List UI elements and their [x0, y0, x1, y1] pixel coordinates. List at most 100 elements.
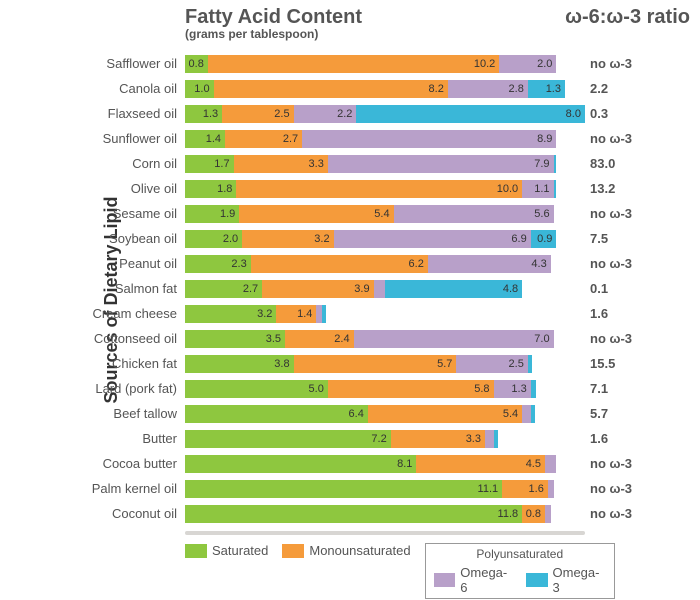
bar-segment-omega3: 8.0 — [356, 105, 585, 123]
row-label: Cocoa butter — [103, 452, 177, 476]
bar-segment-mono: 8.2 — [214, 80, 448, 98]
segment-value: 3.5 — [266, 330, 281, 348]
bar-segment-mono: 2.5 — [222, 105, 293, 123]
ratio-value: no ω-3 — [590, 202, 632, 226]
ratio-value: no ω-3 — [590, 477, 632, 501]
bar-segment-omega6: 4.3 — [428, 255, 551, 273]
bar-segment-omega3: 0.9 — [531, 230, 557, 248]
legend-label: Saturated — [212, 543, 268, 558]
segment-value: 2.7 — [243, 280, 258, 298]
chart-row: Beef tallow6.45.45.7 — [185, 402, 685, 426]
bar-track: 3.5 2.4 7.0 — [185, 330, 585, 348]
segment-value: 0.8 — [189, 55, 204, 73]
bar-track: 3.21.4 — [185, 305, 585, 323]
segment-value: 2.3 — [231, 255, 246, 273]
bar-segment-omega6: 1.3 — [494, 380, 531, 398]
row-label: Safflower oil — [106, 52, 177, 76]
row-label: Coconut oil — [112, 502, 177, 526]
segment-value: 6.9 — [511, 230, 526, 248]
bar-segment-mono: 2.4 — [285, 330, 354, 348]
chart-row: Peanut oil2.36.24.3no ω-3 — [185, 252, 685, 276]
bar-segment-mono: 5.7 — [294, 355, 457, 373]
ratio-value: 5.7 — [590, 402, 608, 426]
segment-value: 0.8 — [526, 505, 541, 523]
bar-segment-saturated: 2.0 — [185, 230, 242, 248]
chart-row: Sesame oil1.95.45.6no ω-3 — [185, 202, 685, 226]
chart-row: Salmon fat2.73.94.80.1 — [185, 277, 685, 301]
x-axis-line — [185, 531, 585, 535]
segment-value: 6.2 — [409, 255, 424, 273]
bar-segment-omega6 — [522, 405, 531, 423]
chart-row: Flaxseed oil1.32.52.28.00.3 — [185, 102, 685, 126]
segment-value: 8.0 — [566, 105, 581, 123]
bar-segment-mono: 2.7 — [225, 130, 302, 148]
bar-track: 1.42.78.9 — [185, 130, 585, 148]
chart-row: Corn oil1.73.37.983.0 — [185, 152, 685, 176]
legend: Saturated Monounsaturated Polyunsaturate… — [185, 543, 615, 599]
segment-value: 8.9 — [537, 130, 552, 148]
legend-item-omega6: Omega-6 — [434, 565, 514, 595]
bar-segment-omega6: 5.6 — [394, 205, 554, 223]
chart-row: Cream cheese3.21.41.6 — [185, 302, 685, 326]
segment-value: 2.2 — [337, 105, 352, 123]
bar-segment-mono: 3.2 — [242, 230, 333, 248]
bar-segment-mono: 3.3 — [391, 430, 485, 448]
row-label: Cream cheese — [92, 302, 177, 326]
bar-track: 8.14.5 — [185, 455, 585, 473]
segment-value: 11.8 — [498, 505, 519, 523]
segment-value: 1.3 — [511, 380, 526, 398]
ratio-value: no ω-3 — [590, 52, 632, 76]
segment-value: 8.2 — [429, 80, 444, 98]
legend-label: Monounsaturated — [309, 543, 410, 558]
legend-poly-group: Polyunsaturated Omega-6 Omega-3 — [425, 543, 615, 599]
bar-segment-saturated: 2.7 — [185, 280, 262, 298]
bar-segment-omega6: 6.9 — [334, 230, 531, 248]
bar-segment-omega3: 1.3 — [528, 80, 565, 98]
bar-track: 6.45.4 — [185, 405, 585, 423]
bar-segment-saturated: 0.8 — [185, 55, 208, 73]
row-label: Butter — [142, 427, 177, 451]
bar-track: 2.73.94.8 — [185, 280, 585, 298]
segment-value: 3.2 — [257, 305, 272, 323]
segment-value: 11.1 — [478, 480, 499, 498]
bar-segment-omega6: 2.0 — [499, 55, 556, 73]
segment-value: 7.9 — [534, 155, 549, 173]
segment-value: 1.8 — [217, 180, 232, 198]
chart-row: Soybean oil2.03.26.90.97.5 — [185, 227, 685, 251]
ratio-value: 0.1 — [590, 277, 608, 301]
row-label: Flaxseed oil — [108, 102, 177, 126]
segment-value: 10.0 — [497, 180, 518, 198]
bar-segment-saturated: 3.2 — [185, 305, 276, 323]
segment-value: 1.7 — [214, 155, 229, 173]
bar-segment-omega3 — [554, 180, 557, 198]
bar-segment-saturated: 11.8 — [185, 505, 522, 523]
row-label: Corn oil — [132, 152, 177, 176]
bar-track: 1.95.45.6 — [185, 205, 585, 223]
bar-segment-omega6: 7.0 — [354, 330, 554, 348]
segment-value: 6.4 — [349, 405, 364, 423]
bar-track: 1.0 8.2 2.81.3 — [185, 80, 585, 98]
bar-segment-saturated: 1.3 — [185, 105, 222, 123]
segment-value: 3.8 — [274, 355, 289, 373]
bar-segment-saturated: 1.9 — [185, 205, 239, 223]
segment-value: 5.7 — [437, 355, 452, 373]
segment-value: 1.0 — [194, 80, 209, 98]
bar-segment-omega3 — [554, 155, 557, 173]
bar-segment-saturated: 11.1 — [185, 480, 502, 498]
bar-segment-mono: 3.9 — [262, 280, 373, 298]
segment-value: 5.0 — [309, 380, 324, 398]
chart-row: Chicken fat3.85.72.515.5 — [185, 352, 685, 376]
segment-value: 3.9 — [354, 280, 369, 298]
bar-segment-omega3 — [528, 355, 532, 373]
chart-title: Fatty Acid Content — [185, 6, 362, 29]
chart-subtitle: (grams per tablespoon) — [185, 27, 362, 41]
row-label: Canola oil — [119, 77, 177, 101]
ratio-value: no ω-3 — [590, 252, 632, 276]
bar-segment-omega6: 2.8 — [448, 80, 528, 98]
bar-track: 1.32.5 2.2 8.0 — [185, 105, 585, 123]
bar-segment-omega6: 8.9 — [302, 130, 556, 148]
segment-value: 5.6 — [534, 205, 549, 223]
bar-segment-mono: 5.8 — [328, 380, 494, 398]
segment-value: 2.4 — [334, 330, 349, 348]
ratio-value: 13.2 — [590, 177, 615, 201]
